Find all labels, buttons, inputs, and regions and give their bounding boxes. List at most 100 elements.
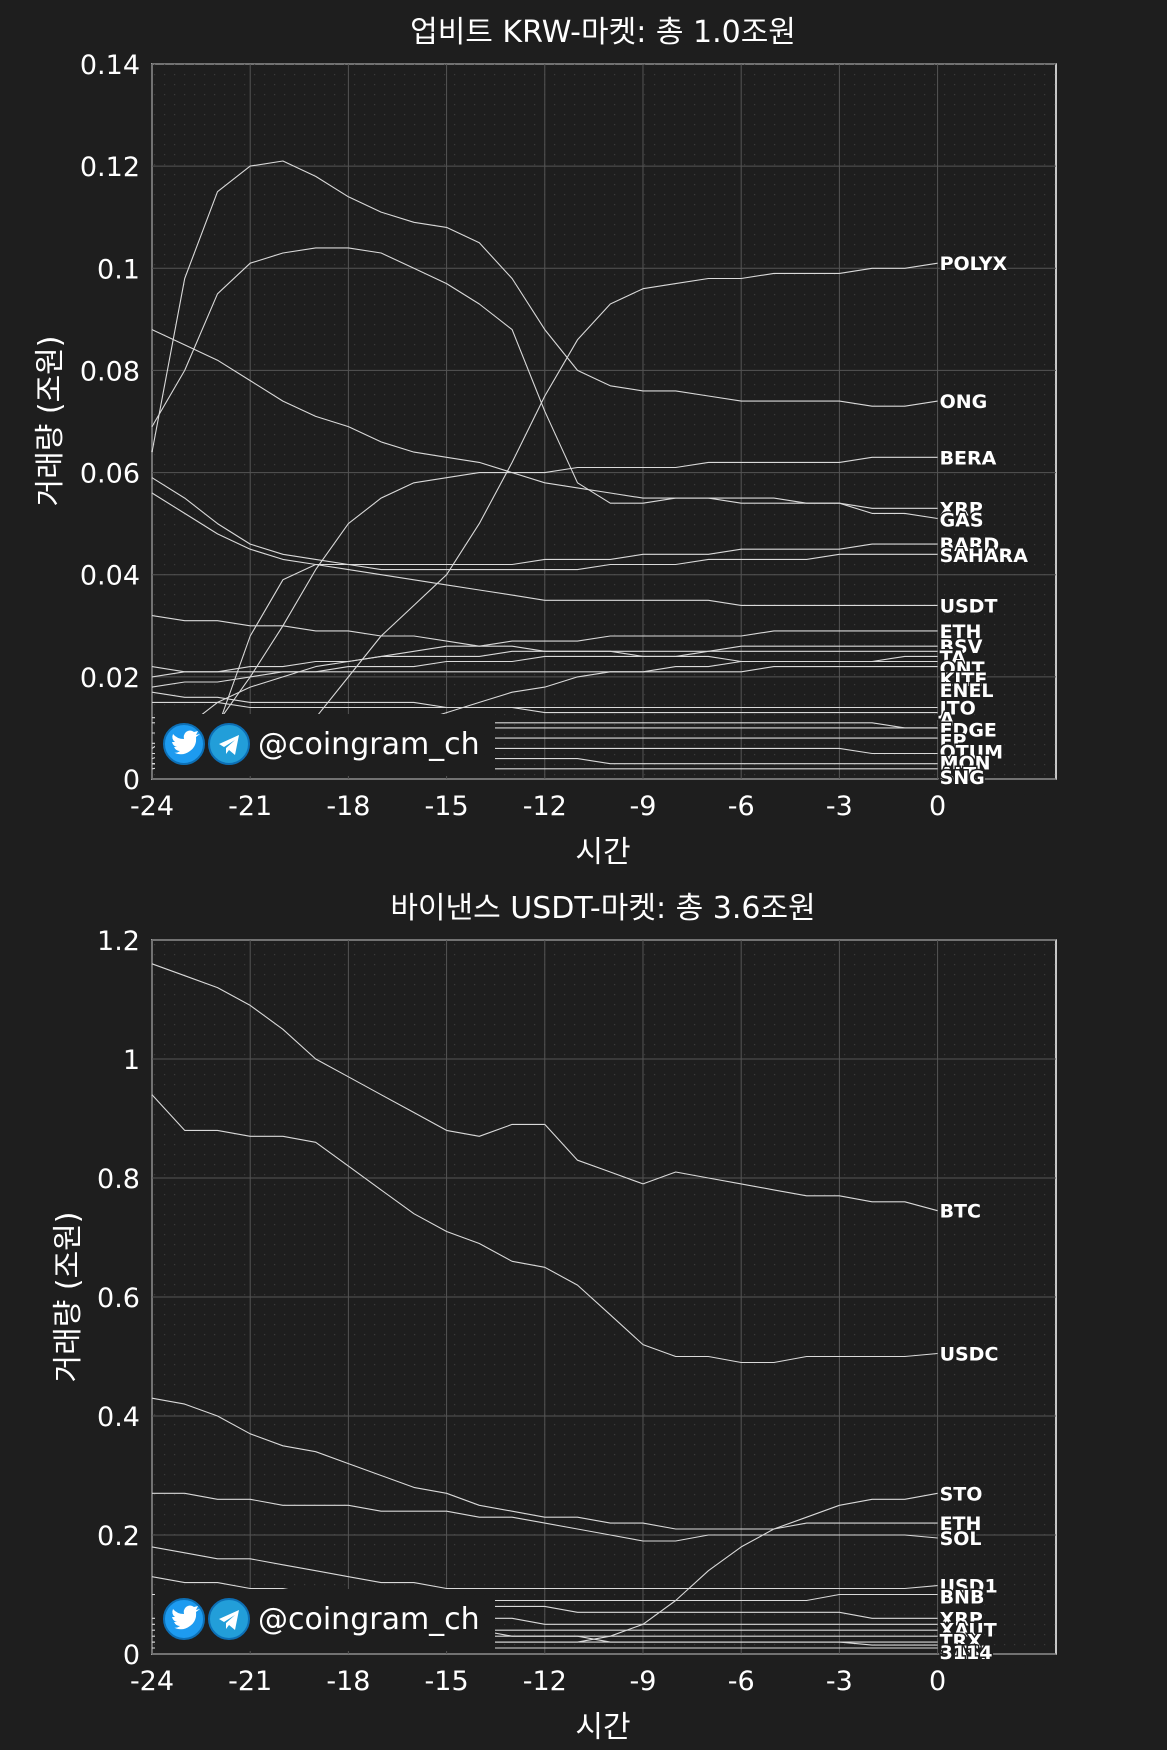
watermark-handle: @coingram_ch <box>258 1602 480 1637</box>
y-tick-label: 0.4 <box>97 1402 140 1433</box>
series-label-ctsi: CTSI <box>940 1642 988 1664</box>
series-label-polyx: POLYX <box>940 253 1008 275</box>
series-line-eth <box>151 630 938 749</box>
y-tick-label: 0.04 <box>80 561 140 592</box>
series-label-bard: BARD <box>940 534 1000 556</box>
x-tick-label: -21 <box>228 791 272 822</box>
x-tick-label: -18 <box>326 1666 370 1697</box>
series-label-x: X <box>940 1641 955 1663</box>
y-tick-labels: 0 0.02 0.04 0.06 0.08 0.1 0.12 0.14 <box>80 50 140 796</box>
series-label-gas: GAS <box>940 509 984 531</box>
series-line-jto <box>151 691 938 709</box>
y-tick-label: 0 <box>123 1640 140 1671</box>
series-line-bnb <box>151 1576 938 1602</box>
twitter-icon <box>163 723 205 765</box>
series-label-usdt: USDT <box>940 595 998 617</box>
series-label-sol: SOL <box>940 1528 982 1550</box>
x-tick-label: -3 <box>826 791 853 822</box>
series-label-sahara: SAHARA <box>940 545 1029 567</box>
series-label-ep: EP <box>940 731 967 753</box>
x-tick-label: -6 <box>728 1666 755 1697</box>
series-line-bard <box>151 477 938 566</box>
series-label-sto: STO <box>940 1483 983 1505</box>
chart-title: 바이낸스 USDT-마켓: 총 3.6조원 <box>390 891 815 926</box>
y-tick-labels: 0 0.2 0.4 0.6 0.8 1 1.2 <box>97 926 140 1671</box>
series-label-xrp: XRP <box>940 498 983 520</box>
series-line-btc <box>151 963 938 1212</box>
y-tick-label: 0.14 <box>80 50 140 81</box>
series-label-edge: EDGE <box>940 720 997 742</box>
x-tick-label: -12 <box>523 1666 567 1697</box>
x-tick-label: -24 <box>130 791 174 822</box>
x-tick-label: -24 <box>130 1666 174 1697</box>
x-tick-label: 0 <box>929 791 946 822</box>
y-tick-label: 0.1 <box>97 254 140 285</box>
series-label-bera: BERA <box>940 447 997 469</box>
x-tick-label: -21 <box>228 1666 272 1697</box>
minor-grid <box>152 64 1056 779</box>
series-line-eth <box>151 1397 938 1530</box>
y-tick-label: 0 <box>123 765 140 796</box>
series-line-usdt <box>151 492 938 606</box>
y-tick-label: 0.2 <box>97 1521 140 1552</box>
series-line-a <box>152 701 938 714</box>
telegram-icon <box>208 1598 250 1640</box>
x-tick-label: -6 <box>728 791 755 822</box>
y-axis-label: 거래량 (조원) <box>33 336 68 507</box>
x-tick-label: -9 <box>630 791 657 822</box>
series-label-alt: ALT <box>940 764 977 786</box>
chart-title: 업비트 KRW-마켓: 총 1.0조원 <box>410 15 796 50</box>
y-tick-label: 0.06 <box>80 459 140 490</box>
x-tick-label: -9 <box>630 1666 657 1697</box>
x-axis-label: 시간 <box>575 835 630 870</box>
series-line-usdc <box>151 1094 938 1364</box>
watermark: @coingram_ch <box>155 714 495 776</box>
y-tick-label: 1.2 <box>97 926 140 957</box>
series-label-enel: ENEL <box>940 680 994 702</box>
y-tick-label: 1 <box>123 1045 140 1076</box>
x-tick-label: -12 <box>523 791 567 822</box>
series-label-usdc: USDC <box>940 1344 999 1366</box>
y-tick-label: 0.12 <box>80 152 140 183</box>
series-line-gas <box>151 247 938 520</box>
x-tick-labels: -24 -21 -18 -15 -12 -9 -6 -3 0 <box>130 791 946 822</box>
y-tick-label: 0.6 <box>97 1283 140 1314</box>
x-tick-label: -15 <box>425 1666 469 1697</box>
series-label-ont: ONT <box>940 658 985 680</box>
x-axis-label: 시간 <box>575 1710 630 1745</box>
series-label-a: A <box>940 709 955 731</box>
series-label-eth: ETH <box>940 1513 982 1535</box>
watermark-handle: @coingram_ch <box>258 727 480 762</box>
series-label-sa: SA <box>940 1642 969 1664</box>
y-tick-label: 0.08 <box>80 356 140 387</box>
series-label-trx: TRX <box>940 1630 983 1652</box>
series-label-ta: TA <box>940 647 966 669</box>
series-line-sol <box>152 1492 938 1542</box>
series-label-bnb: BNB <box>940 1587 985 1609</box>
series-label-bsv: BSV <box>940 636 983 658</box>
series-label-mon: MON <box>940 753 991 775</box>
series-label-xaut: XAUT <box>940 1619 997 1641</box>
series-label-3114: 3114 <box>940 1642 993 1664</box>
series-label-qtum: QTUM <box>940 742 1003 764</box>
watermark: @coingram_ch <box>155 1589 495 1651</box>
x-tick-label: 0 <box>929 1666 946 1697</box>
series-label-kite: KITE <box>940 669 988 691</box>
telegram-icon <box>208 723 250 765</box>
series-label-jto: JTO <box>938 698 976 720</box>
series-line-usd1 <box>151 1546 938 1590</box>
twitter-icon <box>163 1598 205 1640</box>
series-line-bsv <box>151 645 938 678</box>
series-label-ong: ONG <box>940 391 988 413</box>
x-tick-label: -15 <box>425 791 469 822</box>
series-line-enel <box>151 666 938 673</box>
y-axis-label: 거래량 (조원) <box>51 1212 86 1383</box>
series-line-sahara <box>151 553 938 770</box>
y-tick-label: 0.02 <box>80 663 140 694</box>
series-label-eth: ETH <box>940 621 982 643</box>
